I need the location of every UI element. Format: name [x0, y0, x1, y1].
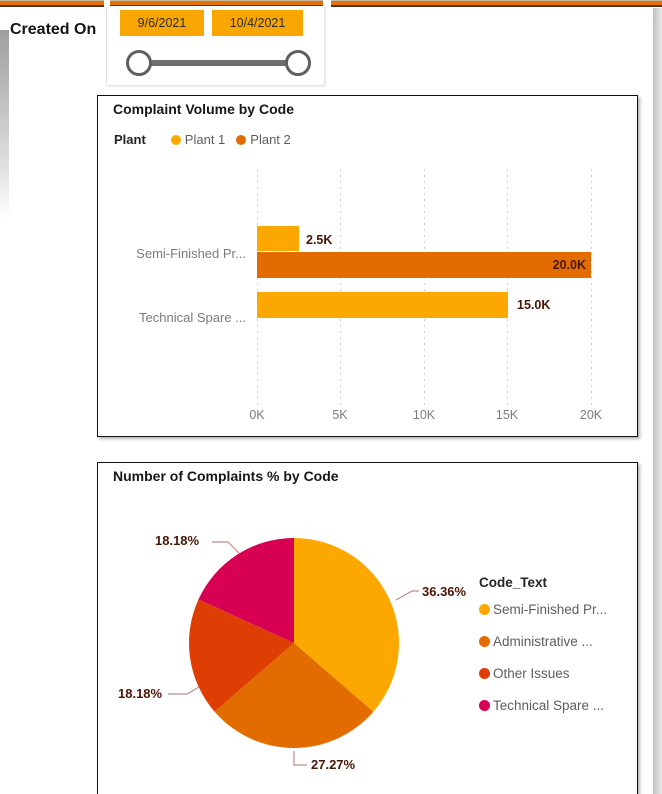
x-axis-tick: 20K: [579, 408, 603, 422]
legend-item-label: Administrative ...: [493, 634, 593, 649]
gridline: [591, 169, 592, 406]
bar-data-label: 15.0K: [517, 298, 551, 312]
date-slider-handle-end[interactable]: [285, 50, 311, 76]
bar-data-label: 2.5K: [306, 233, 333, 247]
legend-item-administrative[interactable]: Administrative ...: [479, 634, 607, 649]
date-slider-handle-start[interactable]: [126, 50, 152, 76]
pie-slice[interactable]: [214, 643, 374, 748]
date-range-slicer: 9/6/2021 10/4/2021: [106, 6, 325, 86]
bar-chart-title: Complaint Volume by Code: [113, 101, 294, 117]
pie-slice[interactable]: [198, 538, 294, 643]
bar-plant1-technical-spare[interactable]: [257, 292, 508, 318]
legend-title: Plant: [114, 132, 146, 147]
legend-item-label: Technical Spare ...: [493, 698, 605, 713]
legend-dot-icon: [170, 134, 181, 145]
legend-item-other-issues[interactable]: Other Issues: [479, 666, 607, 681]
gridline: [507, 169, 508, 406]
created-on-label: Created On: [10, 21, 97, 38]
bar-data-label: 20.0K: [552, 258, 586, 272]
pie-chart-card: Number of Complaints % by Code 36.36% 27…: [97, 462, 638, 794]
connector-line: [293, 751, 307, 766]
bar-plant2-semi-finished[interactable]: [257, 252, 591, 278]
x-axis-tick: 0K: [249, 408, 265, 422]
top-bar-gap: [323, 0, 331, 7]
left-edge-shadow: [0, 30, 9, 220]
pie-data-label: 18.18%: [118, 686, 163, 701]
legend-item-label: Plant 1: [184, 132, 226, 147]
legend-item-label: Semi-Finished Pr...: [493, 602, 608, 617]
category-label: Semi-Finished Pr...: [136, 246, 246, 261]
bar-chart-legend: Plant Plant 1 Plant 2: [114, 132, 291, 147]
start-date-field[interactable]: 9/6/2021: [120, 10, 204, 36]
legend-dot-icon: [479, 604, 490, 615]
right-scrollbar[interactable]: [653, 8, 662, 794]
gridline: [340, 169, 341, 406]
category-label: Technical Spare ...: [139, 310, 246, 325]
legend-item-plant-2[interactable]: Plant 2: [236, 132, 291, 147]
legend-item-technical-spare[interactable]: Technical Spare ...: [479, 698, 607, 713]
legend-dot-icon: [479, 636, 490, 647]
bar-plant1-semi-finished[interactable]: [257, 226, 299, 251]
pie-data-label: 36.36%: [422, 584, 467, 599]
legend-item-label: Other Issues: [493, 666, 570, 681]
legend-dot-icon: [236, 134, 247, 145]
pie-chart-legend: Code_Text Semi-Finished Pr... Administra…: [479, 575, 607, 730]
legend-item-semi-finished[interactable]: Semi-Finished Pr...: [479, 602, 607, 617]
gridline: [257, 169, 258, 406]
legend-item-label: Plant 2: [250, 132, 291, 147]
legend-dot-icon: [479, 668, 490, 679]
date-slider-track[interactable]: [139, 60, 298, 66]
pie-chart[interactable]: [188, 537, 400, 749]
bar-chart-card: Complaint Volume by Code Plant Plant 1 P…: [97, 95, 638, 437]
x-axis-tick: 10K: [412, 408, 436, 422]
top-accent-bar: [0, 0, 662, 7]
pie-slice[interactable]: [189, 599, 294, 712]
pie-chart-title: Number of Complaints % by Code: [113, 468, 339, 484]
pie-data-label: 18.18%: [155, 533, 200, 548]
pie-data-label: 27.27%: [311, 757, 356, 772]
gridline: [424, 169, 425, 406]
x-axis-tick: 5K: [332, 408, 348, 422]
x-axis-tick: 15K: [495, 408, 519, 422]
legend-dot-icon: [479, 700, 490, 711]
top-bar-gap: [104, 0, 110, 7]
legend-item-plant-1[interactable]: Plant 1: [170, 132, 226, 147]
legend-title: Code_Text: [479, 575, 548, 590]
pie-slice[interactable]: [294, 538, 399, 712]
end-date-field[interactable]: 10/4/2021: [212, 10, 303, 36]
